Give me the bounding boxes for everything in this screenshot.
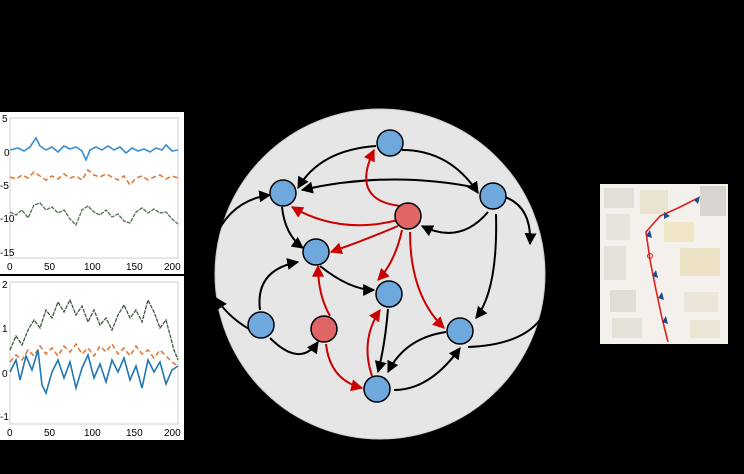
edge-n6-n10 xyxy=(374,308,389,374)
top-x-tick-5: 200 xyxy=(164,262,181,273)
graph-node-n4 xyxy=(394,202,422,230)
graph-panel xyxy=(213,108,546,440)
bottom-chart-y-ticks: 2 1 0 -1 xyxy=(0,280,9,423)
map-marker xyxy=(652,270,658,278)
edge-n4-n9 xyxy=(409,231,445,329)
top-x-tick-2: 50 xyxy=(44,262,56,273)
edge-external-left-in xyxy=(213,190,272,241)
edge-n7-n5 xyxy=(258,258,300,311)
map-block xyxy=(700,186,726,216)
graph-node-n7 xyxy=(247,311,275,339)
top-y-tick-3: -5 xyxy=(0,181,9,192)
edge-n3-n2 xyxy=(300,178,479,194)
edge-n5-n6 xyxy=(319,265,376,296)
edge-n10-n6 xyxy=(366,309,381,377)
edge-n10-n9 xyxy=(393,347,461,391)
map-block xyxy=(610,290,636,312)
graph-node-n3 xyxy=(479,182,507,210)
graph-node-n8 xyxy=(310,315,338,343)
bottom-series-green xyxy=(9,298,179,361)
top-y-tick-1: 5 xyxy=(2,114,8,125)
edge-n9-n10 xyxy=(387,331,447,374)
top-series-blue xyxy=(9,136,179,163)
map-block xyxy=(612,318,642,338)
edge-n3-n4 xyxy=(420,211,489,237)
graph-node-n9 xyxy=(446,317,474,345)
top-y-tick-2: 0 xyxy=(4,148,10,159)
top-series-green xyxy=(9,202,179,227)
edge-external-right-in xyxy=(467,319,541,348)
bottom-series-blue xyxy=(9,349,179,396)
map-block xyxy=(684,292,718,312)
graph-node-n10 xyxy=(363,375,391,403)
edge-n8-n10 xyxy=(325,343,364,392)
edge-n4-n5 xyxy=(329,225,399,255)
map-marker xyxy=(658,292,664,300)
bottom-x-tick-1: 0 xyxy=(7,428,13,439)
bottom-x-tick-5: 200 xyxy=(164,428,181,439)
top-x-tick-1: 0 xyxy=(7,262,13,273)
bottom-x-tick-3: 100 xyxy=(84,428,101,439)
map-route xyxy=(645,197,699,343)
map-block xyxy=(680,248,720,276)
bottom-series-orange xyxy=(9,342,179,367)
map-marker xyxy=(646,230,652,238)
map-block xyxy=(690,320,720,338)
map-marker xyxy=(662,316,668,324)
edge-n3-n9 xyxy=(475,213,498,319)
edge-n2-n5 xyxy=(281,206,304,249)
edge-external-right-out xyxy=(501,195,537,246)
top-time-series-chart: 5 0 -5 -10 -15 0 50 100 150 200 xyxy=(0,112,184,274)
top-chart-y-ticks: 5 0 -5 -10 -15 xyxy=(0,114,15,259)
graph-node-n1 xyxy=(376,129,404,157)
bottom-y-tick-3: 0 xyxy=(2,369,8,380)
map-marker xyxy=(664,212,670,219)
bottom-y-tick-4: -1 xyxy=(0,412,9,423)
top-y-tick-4: -10 xyxy=(0,214,15,225)
map-marker xyxy=(647,253,653,259)
graph-node-n5 xyxy=(302,238,330,266)
bottom-chart-x-ticks: 0 50 100 150 200 xyxy=(7,428,181,439)
map-panel xyxy=(600,184,728,344)
edge-n8-n5 xyxy=(312,264,331,317)
top-x-tick-3: 100 xyxy=(84,262,101,273)
map-block xyxy=(604,188,634,208)
bottom-x-tick-4: 150 xyxy=(126,428,143,439)
bottom-y-tick-2: 1 xyxy=(2,324,8,335)
edge-n7-n8 xyxy=(269,337,319,356)
bottom-y-tick-1: 2 xyxy=(2,280,8,291)
bottom-time-series-chart: 2 1 0 -1 0 50 100 150 200 xyxy=(0,276,184,440)
map-block xyxy=(606,214,630,240)
edge-n1-n3 xyxy=(401,149,479,195)
top-chart-x-ticks: 0 50 100 150 200 xyxy=(7,262,181,273)
map-block xyxy=(640,190,668,214)
edge-n4-n1 xyxy=(363,148,401,207)
map-block xyxy=(664,222,694,242)
edge-n4-n6-left xyxy=(377,229,403,281)
map-block xyxy=(604,246,626,280)
top-x-tick-4: 150 xyxy=(126,262,143,273)
graph-node-n2 xyxy=(269,179,297,207)
map-marker xyxy=(694,196,700,204)
bottom-x-tick-2: 50 xyxy=(44,428,56,439)
edge-n1-n2 xyxy=(297,145,377,190)
top-series-orange xyxy=(9,168,179,187)
edge-n4-n2 xyxy=(290,206,399,227)
top-y-tick-5: -15 xyxy=(0,248,15,259)
graph-node-n6 xyxy=(375,280,403,308)
